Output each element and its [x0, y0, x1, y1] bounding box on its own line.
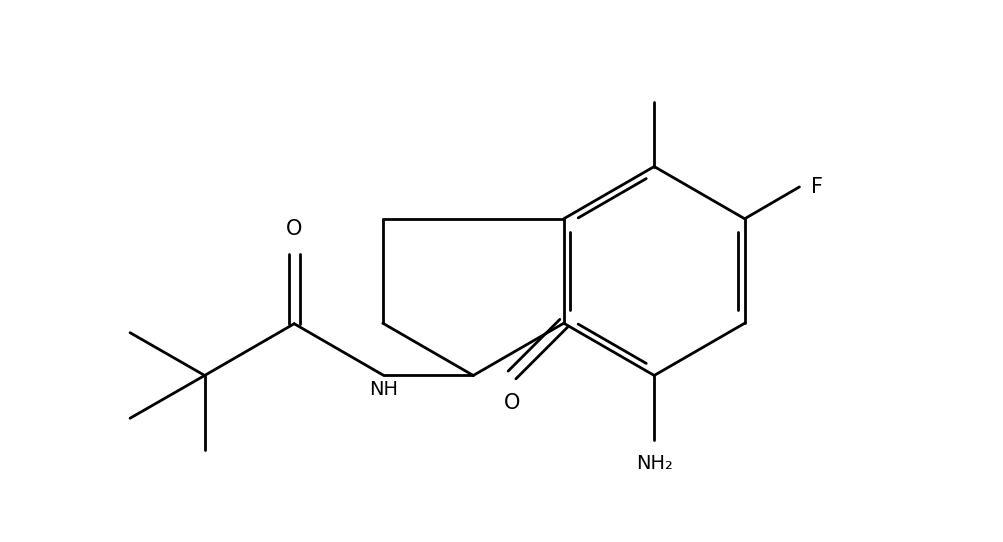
Text: O: O: [286, 219, 302, 239]
Text: F: F: [810, 177, 822, 197]
Text: O: O: [504, 393, 520, 413]
Text: NH: NH: [369, 380, 398, 399]
Text: NH₂: NH₂: [635, 454, 672, 473]
